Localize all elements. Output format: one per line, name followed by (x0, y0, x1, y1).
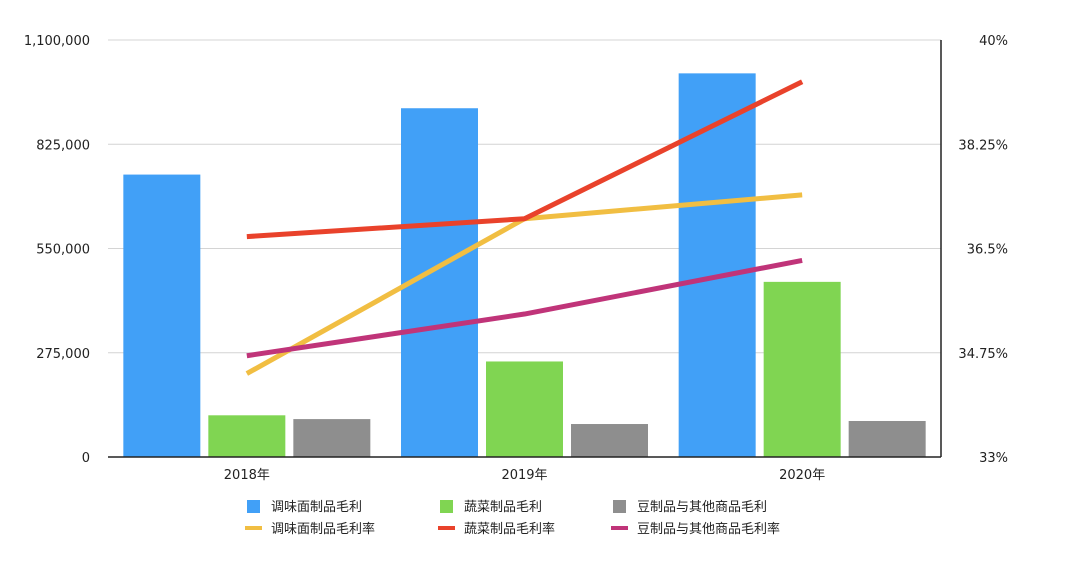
bar (208, 415, 286, 457)
legend-label: 调味面制品毛利率 (271, 521, 375, 537)
bar (571, 424, 648, 457)
legend-label: 豆制品与其他商品毛利率 (637, 521, 780, 537)
lines (245, 79, 804, 376)
category-labels: 2018年 2019年 2020年 (224, 468, 825, 483)
bars (123, 73, 926, 458)
right-tick-label: 33% (979, 451, 1008, 466)
bar (678, 73, 756, 458)
bar (293, 419, 371, 457)
legend-swatch (613, 500, 626, 513)
category-label: 2018年 (224, 468, 270, 483)
category-label: 2019年 (501, 468, 547, 483)
legend-label: 豆制品与其他商品毛利 (637, 500, 767, 515)
bar (486, 361, 563, 457)
legend-label: 调味面制品毛利 (271, 500, 362, 515)
legend-label: 蔬菜制品毛利率 (464, 521, 555, 537)
right-tick-label: 38.25% (958, 138, 1008, 153)
left-tick-label: 550,000 (36, 243, 90, 258)
right-tick-label: 40% (979, 34, 1008, 49)
axes (108, 40, 942, 458)
bar (763, 281, 841, 457)
category-label: 2020年 (779, 468, 825, 483)
legend-swatch (440, 500, 453, 513)
right-axis-ticks: 33% 34.75% 36.5% 38.25% 40% (958, 34, 1008, 466)
series-line (246, 79, 804, 240)
right-tick-label: 36.5% (967, 243, 1008, 258)
left-tick-label: 0 (82, 451, 90, 466)
series-line (246, 257, 803, 359)
right-tick-label: 34.75% (958, 347, 1008, 362)
left-tick-label: 825,000 (36, 138, 90, 153)
legend-swatch (247, 500, 260, 513)
legend-label: 蔬菜制品毛利 (464, 500, 542, 515)
bar (123, 174, 201, 457)
bar (848, 420, 926, 457)
left-axis-ticks: 0 275,000 550,000 825,000 1,100,000 (24, 34, 90, 466)
left-tick-label: 275,000 (36, 347, 90, 362)
left-tick-label: 1,100,000 (24, 34, 90, 49)
